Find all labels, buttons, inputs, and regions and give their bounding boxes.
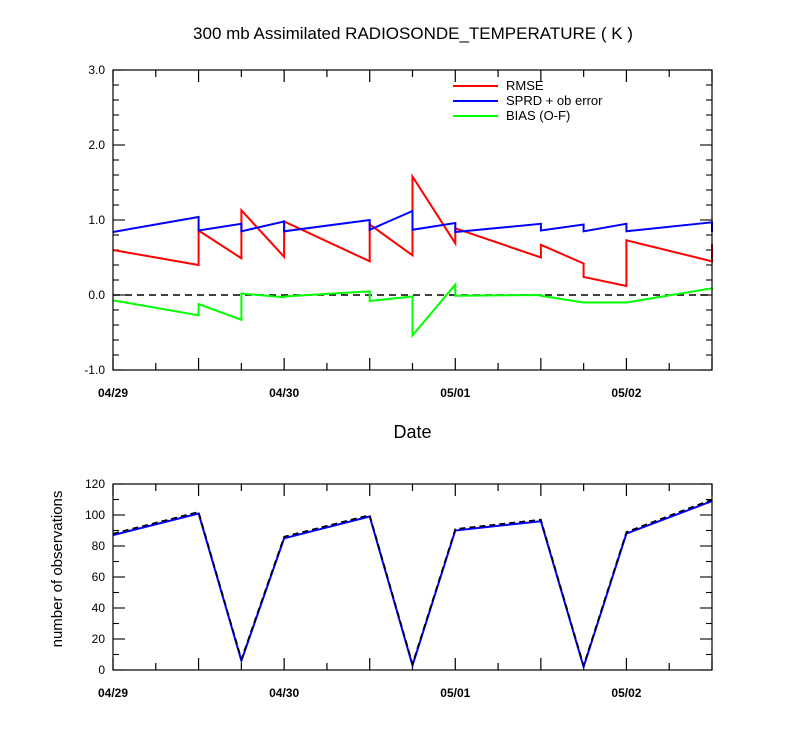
x-tick-label: 05/01 — [440, 686, 470, 700]
bottom-plot-frame — [112, 483, 713, 671]
x-tick-label: 04/30 — [269, 386, 299, 400]
x-tick-label: 04/29 — [98, 386, 128, 400]
legend-label: SPRD + ob error — [506, 93, 603, 108]
legend-label: RMSE — [506, 78, 544, 93]
y-axis-label: number of observations — [49, 491, 66, 648]
x-tick-label: 04/30 — [269, 686, 299, 700]
y-tick-label: 40 — [92, 601, 106, 615]
y-tick-label: 80 — [92, 539, 106, 553]
top-panel: 04/29 04/30 05/01 05/02 -1.0 0.0 1.0 2.0 3.0 RMS… — [84, 63, 713, 442]
y-tick-label: 120 — [85, 477, 105, 491]
bottom-axes: 04/29 04/30 05/01 05/02 0 20 40 60 80 100 120 — [85, 477, 713, 700]
x-tick-label: 04/29 — [98, 686, 128, 700]
x-tick-label: 05/02 — [611, 386, 641, 400]
y-tick-label: 2.0 — [88, 138, 105, 152]
series-line-rmse — [112, 173, 713, 288]
y-tick-label: 100 — [85, 508, 105, 522]
top-series-group — [112, 173, 713, 339]
x-tick-label: 05/02 — [611, 686, 641, 700]
bottom-series-group — [112, 498, 713, 671]
y-tick-label: 60 — [92, 570, 106, 584]
y-tick-label: -1.0 — [84, 363, 105, 377]
top-axes: 04/29 04/30 05/01 05/02 -1.0 0.0 1.0 2.0 3.0 — [84, 63, 713, 400]
y-tick-label: 0 — [98, 663, 105, 677]
y-tick-label: 3.0 — [88, 63, 105, 77]
chart-title: 300 mb Assimilated RADIOSONDE_TEMPERATUR… — [193, 24, 633, 43]
y-tick-label: 20 — [92, 632, 106, 646]
x-tick-label: 05/01 — [440, 386, 470, 400]
series-line-bias-o-f — [112, 281, 713, 339]
bottom-panel: 04/29 04/30 05/01 05/02 0 20 40 60 80 100 120 numb… — [49, 477, 713, 700]
top-plot-frame — [112, 69, 713, 371]
legend-label: BIAS (O-F) — [506, 108, 570, 123]
series-line-observations-dashed — [112, 498, 713, 669]
x-axis-label: Date — [393, 422, 431, 442]
series-line-sprd-ob-error — [112, 209, 713, 234]
y-tick-label: 1.0 — [88, 213, 105, 227]
y-tick-label: 0.0 — [88, 288, 105, 302]
